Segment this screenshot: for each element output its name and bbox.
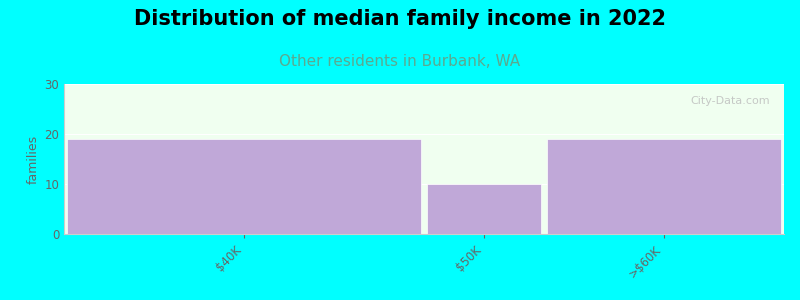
Text: Distribution of median family income in 2022: Distribution of median family income in …	[134, 9, 666, 29]
Y-axis label: families: families	[27, 134, 40, 184]
Bar	[547, 139, 781, 234]
Bar	[427, 184, 541, 234]
Bar	[67, 139, 421, 234]
Text: City-Data.com: City-Data.com	[690, 96, 770, 106]
Text: Other residents in Burbank, WA: Other residents in Burbank, WA	[279, 54, 521, 69]
